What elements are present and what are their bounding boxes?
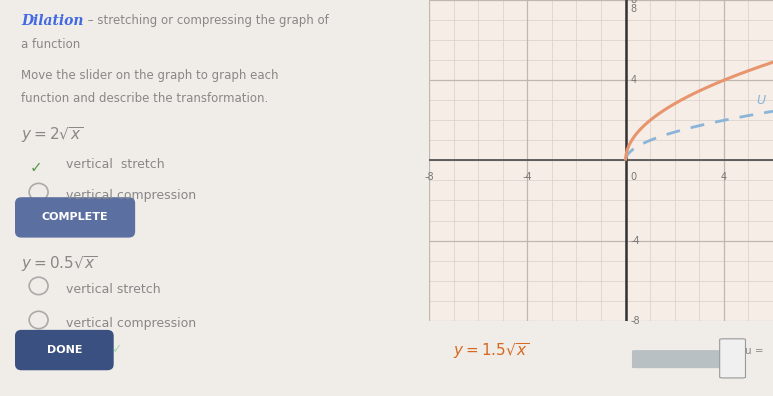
Text: 0: 0 [631,172,637,183]
Text: 8: 8 [631,0,637,5]
Text: 4: 4 [720,172,727,183]
Text: -8: -8 [424,172,434,183]
Text: ✓: ✓ [111,344,122,356]
Text: 8: 8 [631,4,637,14]
Text: vertical  stretch: vertical stretch [66,158,165,171]
Text: u =: u = [745,346,764,356]
Text: Move the slider on the graph to graph each: Move the slider on the graph to graph ea… [22,69,279,82]
Text: $y = 1.5\sqrt{x}$: $y = 1.5\sqrt{x}$ [453,341,530,361]
FancyBboxPatch shape [15,197,135,238]
Text: vertical stretch: vertical stretch [66,283,161,296]
FancyBboxPatch shape [15,330,114,370]
Text: vertical compression: vertical compression [66,189,196,202]
Text: function and describe the transformation.: function and describe the transformation… [22,92,269,105]
Text: -4: -4 [523,172,532,183]
Text: a function: a function [22,38,80,51]
Text: ✓: ✓ [30,160,43,175]
Text: -8: -8 [631,316,640,326]
FancyBboxPatch shape [720,339,745,378]
Text: -4: -4 [631,236,640,246]
Text: 4: 4 [631,75,637,85]
Text: Dilation: Dilation [22,14,84,28]
Text: DONE: DONE [46,345,82,355]
Text: $y = 0.5\sqrt{x}$: $y = 0.5\sqrt{x}$ [22,254,98,274]
Text: vertical compression: vertical compression [66,317,196,330]
FancyBboxPatch shape [632,350,732,368]
Text: – stretching or compressing the graph of: – stretching or compressing the graph of [83,14,329,27]
Text: $y = 2\sqrt{x}$: $y = 2\sqrt{x}$ [22,125,83,145]
Text: COMPLETE: COMPLETE [42,212,108,222]
Text: U: U [757,94,765,107]
